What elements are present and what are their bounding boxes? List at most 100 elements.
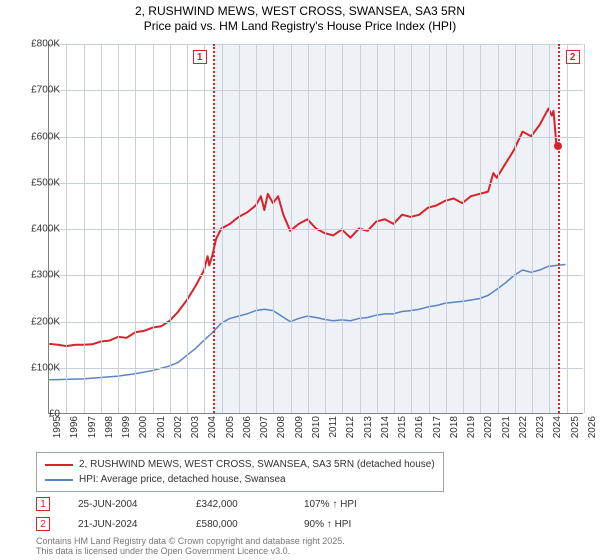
y-tick-label: £200K xyxy=(12,316,60,327)
y-tick-label: £700K xyxy=(12,85,60,96)
gridline-v xyxy=(273,44,274,413)
x-tick-label: 2025 xyxy=(570,416,581,446)
gridline-v xyxy=(118,44,119,413)
gridline-v xyxy=(135,44,136,413)
x-tick-label: 2023 xyxy=(535,416,546,446)
event-flag: 2 xyxy=(566,50,580,64)
gridline-h xyxy=(49,183,583,184)
x-tick-label: 2022 xyxy=(518,416,529,446)
gridline-h xyxy=(49,229,583,230)
gridline-v xyxy=(394,44,395,413)
legend-swatch-blue xyxy=(45,479,73,481)
gridline-v xyxy=(584,44,585,413)
x-tick-label: 2006 xyxy=(242,416,253,446)
x-tick-label: 2002 xyxy=(173,416,184,446)
x-tick-label: 2007 xyxy=(259,416,270,446)
gridline-v xyxy=(239,44,240,413)
gridline-v xyxy=(170,44,171,413)
x-tick-label: 2014 xyxy=(380,416,391,446)
y-tick-label: £300K xyxy=(12,270,60,281)
chart-container: 2, RUSHWIND MEWS, WEST CROSS, SWANSEA, S… xyxy=(0,0,600,560)
y-tick-label: £800K xyxy=(12,39,60,50)
y-tick-label: £100K xyxy=(12,362,60,373)
x-tick-label: 2001 xyxy=(156,416,167,446)
event-date-2: 21-JUN-2024 xyxy=(78,519,168,530)
gridline-v xyxy=(222,44,223,413)
event-marker-2: 2 xyxy=(36,517,50,531)
gridline-h xyxy=(49,137,583,138)
event-price-2: £580,000 xyxy=(196,519,276,530)
gridline-v xyxy=(291,44,292,413)
title-subtitle: Price paid vs. HM Land Registry's House … xyxy=(0,19,600,34)
gridline-v xyxy=(377,44,378,413)
x-tick-label: 2013 xyxy=(363,416,374,446)
y-tick-label: £400K xyxy=(12,224,60,235)
x-tick-label: 1997 xyxy=(87,416,98,446)
gridline-v xyxy=(187,44,188,413)
legend-swatch-red xyxy=(45,464,73,466)
gridline-v xyxy=(480,44,481,413)
gridline-v xyxy=(66,44,67,413)
gridline-v xyxy=(153,44,154,413)
x-tick-label: 2024 xyxy=(552,416,563,446)
x-tick-label: 2004 xyxy=(207,416,218,446)
y-tick-label: £600K xyxy=(12,131,60,142)
gridline-v xyxy=(84,44,85,413)
title-block: 2, RUSHWIND MEWS, WEST CROSS, SWANSEA, S… xyxy=(0,0,600,34)
x-tick-label: 2021 xyxy=(501,416,512,446)
x-tick-label: 2008 xyxy=(276,416,287,446)
gridline-h xyxy=(49,322,583,323)
legend-label-hpi: HPI: Average price, detached house, Swan… xyxy=(79,472,286,487)
x-tick-label: 2010 xyxy=(311,416,322,446)
x-tick-label: 2003 xyxy=(190,416,201,446)
gridline-v xyxy=(498,44,499,413)
footer: Contains HM Land Registry data © Crown c… xyxy=(36,536,345,557)
gridline-v xyxy=(342,44,343,413)
legend-row-property: 2, RUSHWIND MEWS, WEST CROSS, SWANSEA, S… xyxy=(45,457,435,472)
x-tick-label: 1999 xyxy=(121,416,132,446)
gridline-v xyxy=(101,44,102,413)
legend: 2, RUSHWIND MEWS, WEST CROSS, SWANSEA, S… xyxy=(36,452,444,492)
gridline-v xyxy=(308,44,309,413)
gridline-v xyxy=(463,44,464,413)
x-tick-label: 1996 xyxy=(69,416,80,446)
x-tick-label: 2000 xyxy=(138,416,149,446)
x-tick-label: 1995 xyxy=(52,416,63,446)
event-line xyxy=(558,44,560,413)
last-sale-dot xyxy=(554,142,562,150)
title-address: 2, RUSHWIND MEWS, WEST CROSS, SWANSEA, S… xyxy=(0,4,600,19)
x-tick-label: 2012 xyxy=(345,416,356,446)
legend-row-hpi: HPI: Average price, detached house, Swan… xyxy=(45,472,435,487)
gridline-v xyxy=(411,44,412,413)
footer-line-2: This data is licensed under the Open Gov… xyxy=(36,546,345,556)
event-table: 1 25-JUN-2004 £342,000 107% ↑ HPI 2 21-J… xyxy=(36,494,394,534)
footer-line-1: Contains HM Land Registry data © Crown c… xyxy=(36,536,345,546)
x-tick-label: 2005 xyxy=(225,416,236,446)
x-tick-label: 1998 xyxy=(104,416,115,446)
gridline-v xyxy=(360,44,361,413)
x-tick-label: 2017 xyxy=(432,416,443,446)
gridline-v xyxy=(567,44,568,413)
event-row-2: 2 21-JUN-2024 £580,000 90% ↑ HPI xyxy=(36,514,394,534)
event-line xyxy=(213,44,215,413)
gridline-h xyxy=(49,275,583,276)
event-pct-2: 90% ↑ HPI xyxy=(304,519,394,530)
event-date-1: 25-JUN-2004 xyxy=(78,499,168,510)
x-tick-label: 2015 xyxy=(397,416,408,446)
x-tick-label: 2020 xyxy=(483,416,494,446)
gridline-v xyxy=(515,44,516,413)
event-price-1: £342,000 xyxy=(196,499,276,510)
x-tick-label: 2016 xyxy=(414,416,425,446)
event-row-1: 1 25-JUN-2004 £342,000 107% ↑ HPI xyxy=(36,494,394,514)
gridline-h xyxy=(49,44,583,45)
gridline-h xyxy=(49,368,583,369)
gridline-v xyxy=(429,44,430,413)
x-tick-label: 2019 xyxy=(466,416,477,446)
gridline-v xyxy=(204,44,205,413)
gridline-v xyxy=(446,44,447,413)
x-tick-label: 2011 xyxy=(328,416,339,446)
gridline-v xyxy=(325,44,326,413)
gridline-v xyxy=(532,44,533,413)
legend-label-property: 2, RUSHWIND MEWS, WEST CROSS, SWANSEA, S… xyxy=(79,457,435,472)
x-tick-label: 2009 xyxy=(294,416,305,446)
